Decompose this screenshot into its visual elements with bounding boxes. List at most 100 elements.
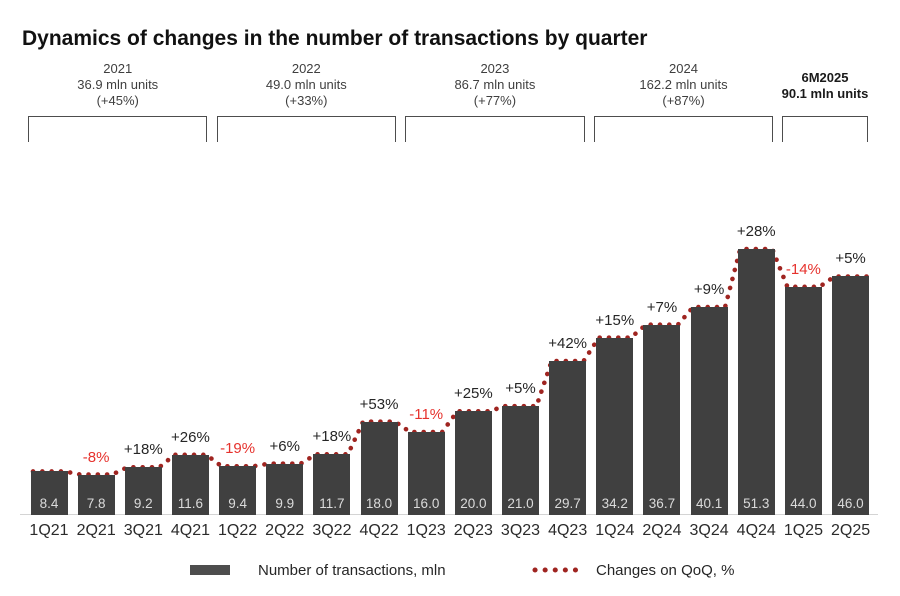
- bar-value-label: 7.8: [86, 495, 106, 511]
- year-group-bracket-2024: [593, 116, 774, 142]
- year-group-text-line: 49.0 mln units: [265, 77, 347, 92]
- bar-1Q23: 16.0: [407, 432, 445, 515]
- bar-value-label: 36.7: [648, 495, 676, 511]
- year-group-text-line: (+33%): [285, 93, 328, 108]
- x-axis-label-1Q21: 1Q21: [29, 522, 69, 539]
- x-axis-label-2Q21: 2Q21: [76, 522, 116, 539]
- bar-1Q24: 34.2: [596, 337, 634, 515]
- year-group-text-line: 2024: [669, 61, 698, 76]
- bar-4Q21: 11.6: [171, 454, 209, 515]
- bar-value-label: 29.7: [554, 495, 581, 511]
- x-axis-label-4Q23: 4Q23: [548, 522, 588, 539]
- bar-2Q25: 46.0: [832, 276, 870, 515]
- bar-value-label: 51.3: [743, 495, 770, 511]
- bar-1Q25: 44.0: [784, 286, 822, 515]
- bar-3Q21: 9.2: [124, 467, 162, 515]
- year-group-text-line: (+87%): [662, 93, 705, 108]
- bar-3Q23: 21.0: [502, 406, 539, 515]
- bar-4Q24: 51.3: [737, 249, 775, 515]
- bar-value-label: 9.9: [275, 495, 295, 511]
- bar-1Q21: 8.4: [30, 471, 68, 515]
- year-group-text-line: (+77%): [473, 93, 517, 108]
- year-group-text-line: 2021: [103, 61, 133, 76]
- x-axis-label-3Q23: 3Q23: [500, 522, 541, 539]
- x-axis-label-3Q24: 3Q24: [689, 522, 729, 539]
- x-axis-label-4Q24: 4Q24: [736, 522, 776, 539]
- x-axis-label-2Q24: 2Q24: [642, 522, 682, 539]
- bar-value-label: 44.0: [790, 495, 817, 511]
- qoq-change-label-2Q23: +25%: [453, 385, 493, 403]
- year-group-text-line: 90.1 mln units: [781, 86, 869, 101]
- bar-2Q22: 9.9: [266, 463, 304, 515]
- bar-2Q24: 36.7: [643, 324, 681, 515]
- qoq-change-label-1Q23: -11%: [409, 406, 444, 424]
- legend-label: Number of transactions, mln: [258, 561, 446, 579]
- bar-value-label: 21.0: [507, 495, 534, 511]
- year-group-text-line: 2022: [291, 61, 321, 76]
- x-axis-label-4Q21: 4Q21: [170, 522, 211, 539]
- qoq-change-label-3Q21: +18%: [123, 441, 163, 459]
- year-group-text-line: 86.7 mln units: [454, 77, 536, 92]
- legend-item-qoq: Changes on QoQ, %: [531, 558, 734, 582]
- year-group-label-2021: 2021 36.9 mln units (+45%): [28, 61, 208, 109]
- bar-value-label: 9.4: [228, 495, 247, 511]
- qoq-change-label-4Q24: +28%: [736, 223, 776, 240]
- x-axis-label-1Q22: 1Q22: [218, 522, 258, 539]
- year-group-label-2024: 2024 162.2 mln units (+87%): [594, 61, 774, 109]
- x-axis-label-1Q24: 1Q24: [595, 522, 635, 539]
- bar-3Q24: 40.1: [690, 307, 728, 515]
- x-axis-line: [20, 514, 878, 516]
- year-group-label-2023: 2023 86.7 mln units (+77%): [405, 61, 585, 109]
- year-group-bracket-2021: [28, 116, 208, 142]
- qoq-change-label-3Q22: +18%: [312, 428, 352, 446]
- x-axis-label-2Q23: 2Q23: [453, 522, 493, 539]
- bar-2Q23: 20.0: [454, 411, 492, 515]
- year-group-bracket-2023: [405, 116, 585, 142]
- x-axis-label-1Q23: 1Q23: [406, 522, 446, 539]
- dotted-line-swatch-icon: [532, 567, 581, 573]
- qoq-change-label-1Q25: -14%: [785, 260, 821, 278]
- bar-value-label: 40.1: [695, 495, 723, 511]
- qoq-change-label-3Q23: +5%: [505, 380, 536, 398]
- qoq-change-label-1Q24: +15%: [595, 311, 635, 329]
- x-axis-label-2Q25: 2Q25: [830, 522, 871, 539]
- x-axis-label-1Q25: 1Q25: [783, 522, 823, 539]
- bar-4Q22: 18.0: [360, 421, 398, 515]
- bar-value-label: 11.6: [177, 495, 204, 511]
- bar-value-label: 16.0: [413, 495, 440, 511]
- chart-title: Dynamics of changes in the number of tra…: [22, 27, 648, 50]
- bar-4Q23: 29.7: [549, 361, 587, 515]
- legend-item-transactions: Number of transactions, mln: [190, 558, 446, 582]
- bar-value-label: 34.2: [601, 495, 628, 511]
- qoq-change-label-4Q22: +53%: [359, 395, 399, 413]
- qoq-change-label-1Q22: -19%: [220, 440, 256, 458]
- year-group-text-line: 162.2 mln units: [639, 77, 728, 92]
- bar-swatch-icon: [190, 565, 230, 575]
- bar-value-label: 8.4: [39, 495, 59, 511]
- bar-value-label: 9.2: [133, 495, 153, 511]
- bar-value-label: 11.7: [319, 495, 345, 511]
- qoq-change-label-4Q23: +42%: [548, 335, 588, 352]
- x-axis-label-3Q21: 3Q21: [123, 522, 163, 539]
- qoq-change-label-2Q22: +6%: [269, 437, 300, 455]
- bar-2Q21: 7.8: [77, 474, 115, 515]
- year-group-text-line: (+45%): [96, 93, 139, 108]
- qoq-change-label-2Q24: +7%: [646, 298, 678, 316]
- x-axis-label-4Q22: 4Q22: [359, 522, 399, 539]
- legend-label: Changes on QoQ, %: [596, 561, 735, 579]
- bar-1Q22: 9.4: [219, 466, 257, 515]
- year-group-bracket-6M2025: [782, 116, 868, 142]
- bar-value-label: 20.0: [460, 495, 487, 511]
- year-group-text-line: 2023: [480, 61, 510, 76]
- qoq-change-label-3Q24: +9%: [693, 281, 725, 299]
- year-group-bracket-2022: [216, 116, 397, 142]
- bar-value-label: 46.0: [837, 495, 864, 511]
- year-group-text-line: 36.9 mln units: [77, 77, 159, 92]
- year-group-label-6M2025: 6M2025 90.1 mln units: [735, 61, 900, 102]
- year-group-label-2022: 2022 49.0 mln units (+33%): [216, 61, 396, 109]
- bar-3Q22: 11.7: [313, 454, 351, 515]
- x-axis-label-3Q22: 3Q22: [312, 522, 352, 539]
- year-group-text-line: 6M2025: [801, 70, 849, 85]
- qoq-change-label-4Q21: +26%: [171, 428, 210, 446]
